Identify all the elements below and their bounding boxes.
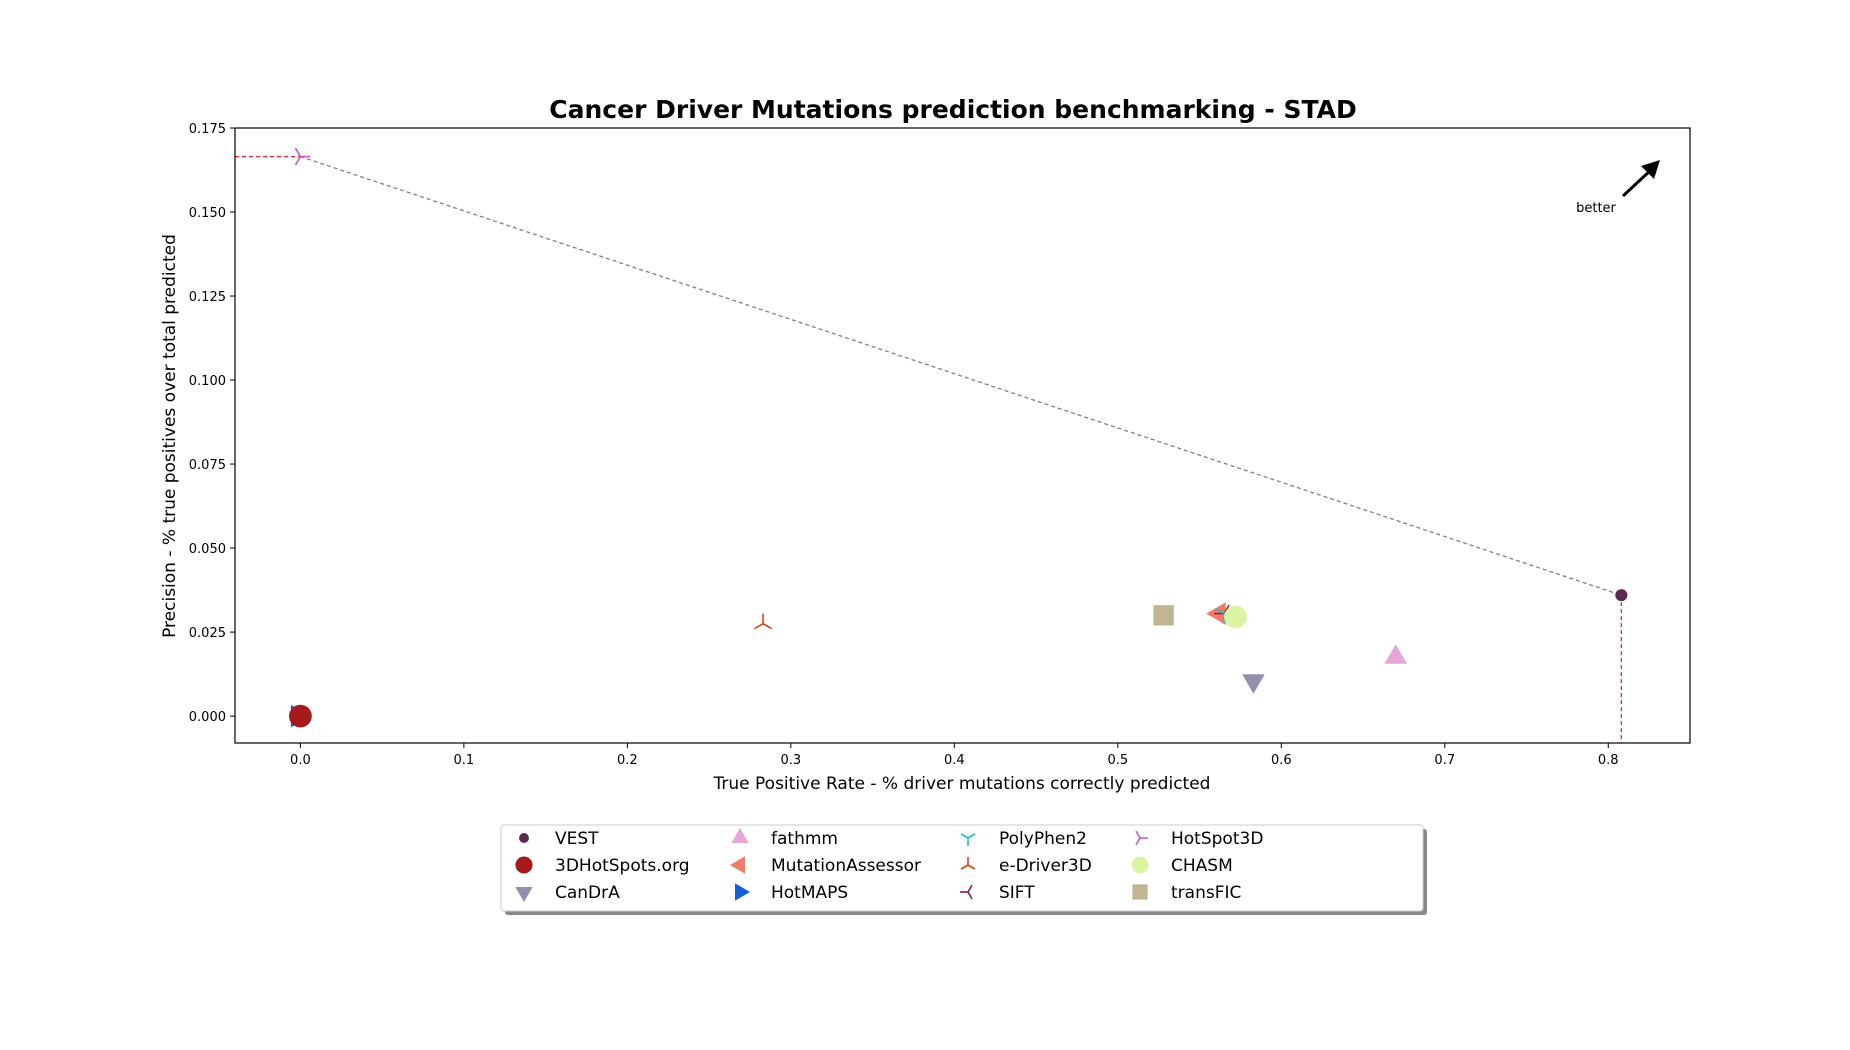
legend-marker-hotmaps — [735, 883, 750, 901]
legend: VEST 3DHotSpots.org CanDrA fathmm MutationAs… — [500, 824, 1427, 915]
legend-marker-hotspot3d — [1135, 830, 1148, 846]
legend-item-e-driver3d: e-Driver3D — [960, 856, 1092, 876]
legend-item-hotmaps: HotMAPS — [735, 883, 848, 903]
plot-area — [235, 147, 1628, 743]
legend-marker-transfic — [1132, 884, 1148, 900]
x-tick-label: 0.2 — [617, 753, 638, 768]
y-tick-label: 0.125 — [189, 290, 226, 305]
legend-marker-3dhotspots-org — [515, 856, 533, 874]
chart-title: Cancer Driver Mutations prediction bench… — [549, 95, 1356, 124]
legend-item-sift: SIFT — [960, 883, 1035, 903]
legend-marker-polyphen2 — [960, 833, 976, 846]
legend-marker-sift — [960, 884, 973, 900]
better-arrow — [1621, 167, 1654, 198]
legend-marker-vest — [519, 833, 529, 843]
legend-label: PolyPhen2 — [999, 829, 1087, 849]
legend-label: e-Driver3D — [999, 856, 1092, 876]
y-axis-ticks: 0.000 0.025 0.050 0.075 0.100 0.125 0.150 0.175 — [189, 122, 235, 725]
legend-item-mutationassessor: MutationAssessor — [730, 856, 921, 876]
better-annotation: better — [1576, 160, 1660, 216]
better-arrow-head — [1641, 160, 1660, 179]
legend-marker-fathmm — [731, 828, 749, 843]
legend-item-hotspot3d: HotSpot3D — [1135, 829, 1263, 849]
y-tick-label: 0.025 — [189, 626, 226, 641]
x-tick-label: 0.5 — [1107, 753, 1128, 768]
y-tick-label: 0.175 — [189, 122, 226, 137]
y-tick-label: 0.075 — [189, 458, 226, 473]
x-tick-label: 0.6 — [1271, 753, 1292, 768]
point-fathmm — [1384, 644, 1407, 664]
point-vest — [1615, 589, 1628, 602]
legend-item-3dhotspots-org: 3DHotSpots.org — [515, 856, 690, 876]
legend-label: SIFT — [999, 883, 1035, 903]
legend-marker-candra — [515, 887, 533, 902]
legend-item-candra: CanDrA — [515, 883, 620, 903]
x-tick-label: 0.0 — [290, 753, 311, 768]
x-tick-label: 0.7 — [1434, 753, 1455, 768]
y-axis-label: Precision - % true positives over total … — [160, 234, 180, 638]
point-chasm — [1224, 605, 1247, 629]
point-transfic — [1153, 605, 1174, 626]
legend-items: VEST 3DHotSpots.org CanDrA fathmm MutationAs… — [515, 828, 1263, 903]
x-tick-label: 0.8 — [1598, 753, 1619, 768]
x-axis-ticks: 0.0 0.1 0.2 0.3 0.4 0.5 0.6 0.7 0.8 — [290, 743, 1619, 768]
point-e-driver3d — [753, 613, 773, 630]
legend-label: CHASM — [1171, 856, 1233, 876]
point-candra — [1242, 674, 1265, 694]
y-tick-label: 0.100 — [189, 374, 226, 389]
legend-item-vest: VEST — [519, 829, 599, 849]
legend-label: VEST — [555, 829, 599, 849]
legend-label: transFIC — [1171, 883, 1241, 903]
legend-marker-chasm — [1131, 856, 1149, 874]
legend-marker-mutationassessor — [730, 856, 745, 874]
better-label: better — [1576, 201, 1616, 216]
legend-label: HotMAPS — [771, 883, 848, 903]
legend-label: fathmm — [771, 829, 838, 849]
legend-item-chasm: CHASM — [1131, 856, 1233, 876]
x-tick-label: 0.4 — [944, 753, 965, 768]
pareto-front-line — [300, 155, 1622, 596]
point-hotspot3d — [294, 147, 311, 166]
legend-item-transfic: transFIC — [1132, 883, 1241, 903]
legend-label: 3DHotSpots.org — [555, 856, 690, 876]
point-3dhotspots-org — [288, 704, 312, 728]
legend-label: MutationAssessor — [771, 856, 921, 876]
legend-item-polyphen2: PolyPhen2 — [960, 829, 1087, 849]
y-tick-label: 0.050 — [189, 542, 226, 557]
legend-item-fathmm: fathmm — [731, 828, 838, 849]
x-tick-label: 0.3 — [780, 753, 801, 768]
legend-label: CanDrA — [555, 883, 620, 903]
legend-marker-e-driver3d — [960, 857, 976, 870]
x-axis-label: True Positive Rate - % driver mutations … — [713, 774, 1211, 794]
y-tick-label: 0.150 — [189, 206, 226, 221]
legend-label: HotSpot3D — [1171, 829, 1263, 849]
x-tick-label: 0.1 — [454, 753, 475, 768]
y-tick-label: 0.000 — [189, 710, 226, 725]
axes-frame — [234, 127, 1691, 744]
